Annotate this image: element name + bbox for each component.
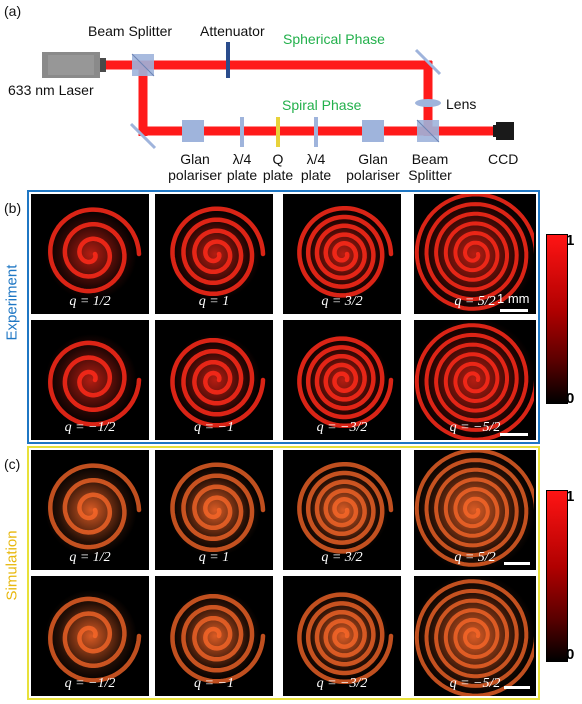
- pattern-row1-3: q = 3/2: [283, 194, 401, 314]
- spiral-pattern-image: [45, 590, 142, 683]
- pattern-row2-3: q = −3/2: [283, 576, 401, 696]
- simulation-panel: [27, 446, 540, 700]
- label-qwp-2: λ/4 plate: [300, 151, 332, 183]
- q-value-label: q = 1/2: [69, 294, 111, 309]
- sim-scale-bar-row2: [504, 686, 530, 689]
- q-value-label: q = −5/2: [449, 420, 501, 435]
- label-laser: 633 nm Laser: [8, 82, 94, 98]
- pattern-row2-3: q = −3/2: [283, 320, 401, 440]
- spiral-pattern-image: [297, 461, 394, 556]
- spiral-pattern-image: [414, 194, 534, 314]
- q-value-label: q = −5/2: [449, 676, 501, 691]
- q-value-label: q = −1/2: [64, 420, 116, 435]
- experiment-colorbar: [546, 234, 568, 404]
- experiment-colorbar-max: 1: [566, 232, 575, 249]
- pattern-row1-2: q = 1: [155, 450, 273, 570]
- simulation-side-label: Simulation: [3, 530, 21, 601]
- sim-scale-bar-row1: [504, 562, 530, 565]
- spiral-pattern-image: [169, 462, 266, 556]
- label-ccd: CCD: [488, 151, 519, 167]
- spiral-pattern-image: [45, 463, 142, 556]
- glan-polariser-2: [362, 120, 384, 142]
- panel-label-c: (c): [4, 456, 21, 472]
- lens-element: [415, 99, 441, 107]
- spiral-pattern-image: [169, 590, 266, 684]
- panel-label-b: (b): [4, 200, 22, 216]
- pattern-row2-4: q = −5/2: [414, 320, 536, 440]
- label-spiral-phase: Spiral Phase: [282, 97, 362, 113]
- spiral-pattern-image: [297, 205, 394, 300]
- simulation-colorbar: [546, 490, 568, 662]
- q-value-label: q = 1: [198, 294, 230, 309]
- pattern-row2-2: q = −1: [155, 320, 273, 440]
- glan-polariser-1: [182, 120, 204, 142]
- spiral-pattern-image: [45, 207, 142, 300]
- q-value-label: q = −1: [194, 676, 234, 691]
- quarter-wave-plate-2: [314, 117, 318, 147]
- spiral-pattern-image: [414, 576, 534, 696]
- label-glan-2: Glan polariser: [346, 151, 400, 183]
- experiment-side-label: Experiment: [3, 264, 21, 341]
- spiral-pattern-image: [297, 590, 394, 685]
- attenuator-element: [226, 42, 230, 78]
- q-value-label: q = −3/2: [316, 420, 368, 435]
- label-qwp-1: λ/4 plate: [226, 151, 258, 183]
- q-value-label: q = −3/2: [316, 676, 368, 691]
- label-lens: Lens: [446, 96, 477, 112]
- q-value-label: q = −1: [194, 420, 234, 435]
- label-glan-1: Glan polariser: [168, 151, 222, 183]
- pattern-row2-2: q = −1: [155, 576, 273, 696]
- label-attenuator: Attenuator: [200, 23, 265, 39]
- spiral-pattern-image: [297, 334, 394, 429]
- spiral-pattern-image: [169, 334, 266, 428]
- scale-bar: [500, 309, 528, 312]
- pattern-row1-1: q = 1/2: [31, 194, 149, 314]
- label-q-plate: Q plate: [262, 151, 294, 183]
- q-value-label: q = 3/2: [321, 550, 363, 565]
- q-value-label: q = 5/2: [454, 550, 496, 565]
- experiment-panel: [27, 190, 540, 444]
- pattern-row2-1: q = −1/2: [31, 320, 149, 440]
- ccd-camera: [496, 122, 514, 140]
- q-value-label: q = 5/2: [454, 294, 496, 309]
- pattern-row2-4: q = −5/2: [414, 576, 536, 696]
- pattern-row1-4: q = 5/2: [414, 194, 536, 314]
- scale-bar-row2: [500, 433, 528, 436]
- spiral-pattern-image: [169, 206, 266, 300]
- q-value-label: q = 3/2: [321, 294, 363, 309]
- mirror-top-right: [414, 48, 442, 76]
- pattern-row1-4: q = 5/2: [414, 450, 536, 570]
- label-beam-splitter-bottom: Beam Splitter: [408, 151, 452, 183]
- simulation-colorbar-min: 0: [566, 646, 575, 663]
- pattern-row1-3: q = 3/2: [283, 450, 401, 570]
- q-value-label: q = 1: [198, 550, 230, 565]
- pattern-row1-2: q = 1: [155, 194, 273, 314]
- panel-label-a: (a): [4, 3, 22, 19]
- q-plate-element: [276, 117, 280, 147]
- pattern-row1-1: q = 1/2: [31, 450, 149, 570]
- q-value-label: q = −1/2: [64, 676, 116, 691]
- simulation-colorbar-max: 1: [566, 488, 575, 505]
- pattern-row2-1: q = −1/2: [31, 576, 149, 696]
- q-value-label: q = 1/2: [69, 550, 111, 565]
- spiral-pattern-image: [414, 320, 534, 440]
- quarter-wave-plate-1: [240, 117, 244, 147]
- spiral-pattern-image: [414, 450, 534, 570]
- experiment-colorbar-min: 0: [566, 390, 575, 407]
- spiral-pattern-image: [45, 334, 142, 427]
- mirror-bottom-left: [129, 122, 157, 150]
- scale-bar-label: 1 mm: [497, 291, 530, 306]
- label-spherical-phase: Spherical Phase: [283, 31, 385, 47]
- label-beam-splitter-top: Beam Splitter: [88, 23, 173, 39]
- optical-layout: [42, 42, 514, 150]
